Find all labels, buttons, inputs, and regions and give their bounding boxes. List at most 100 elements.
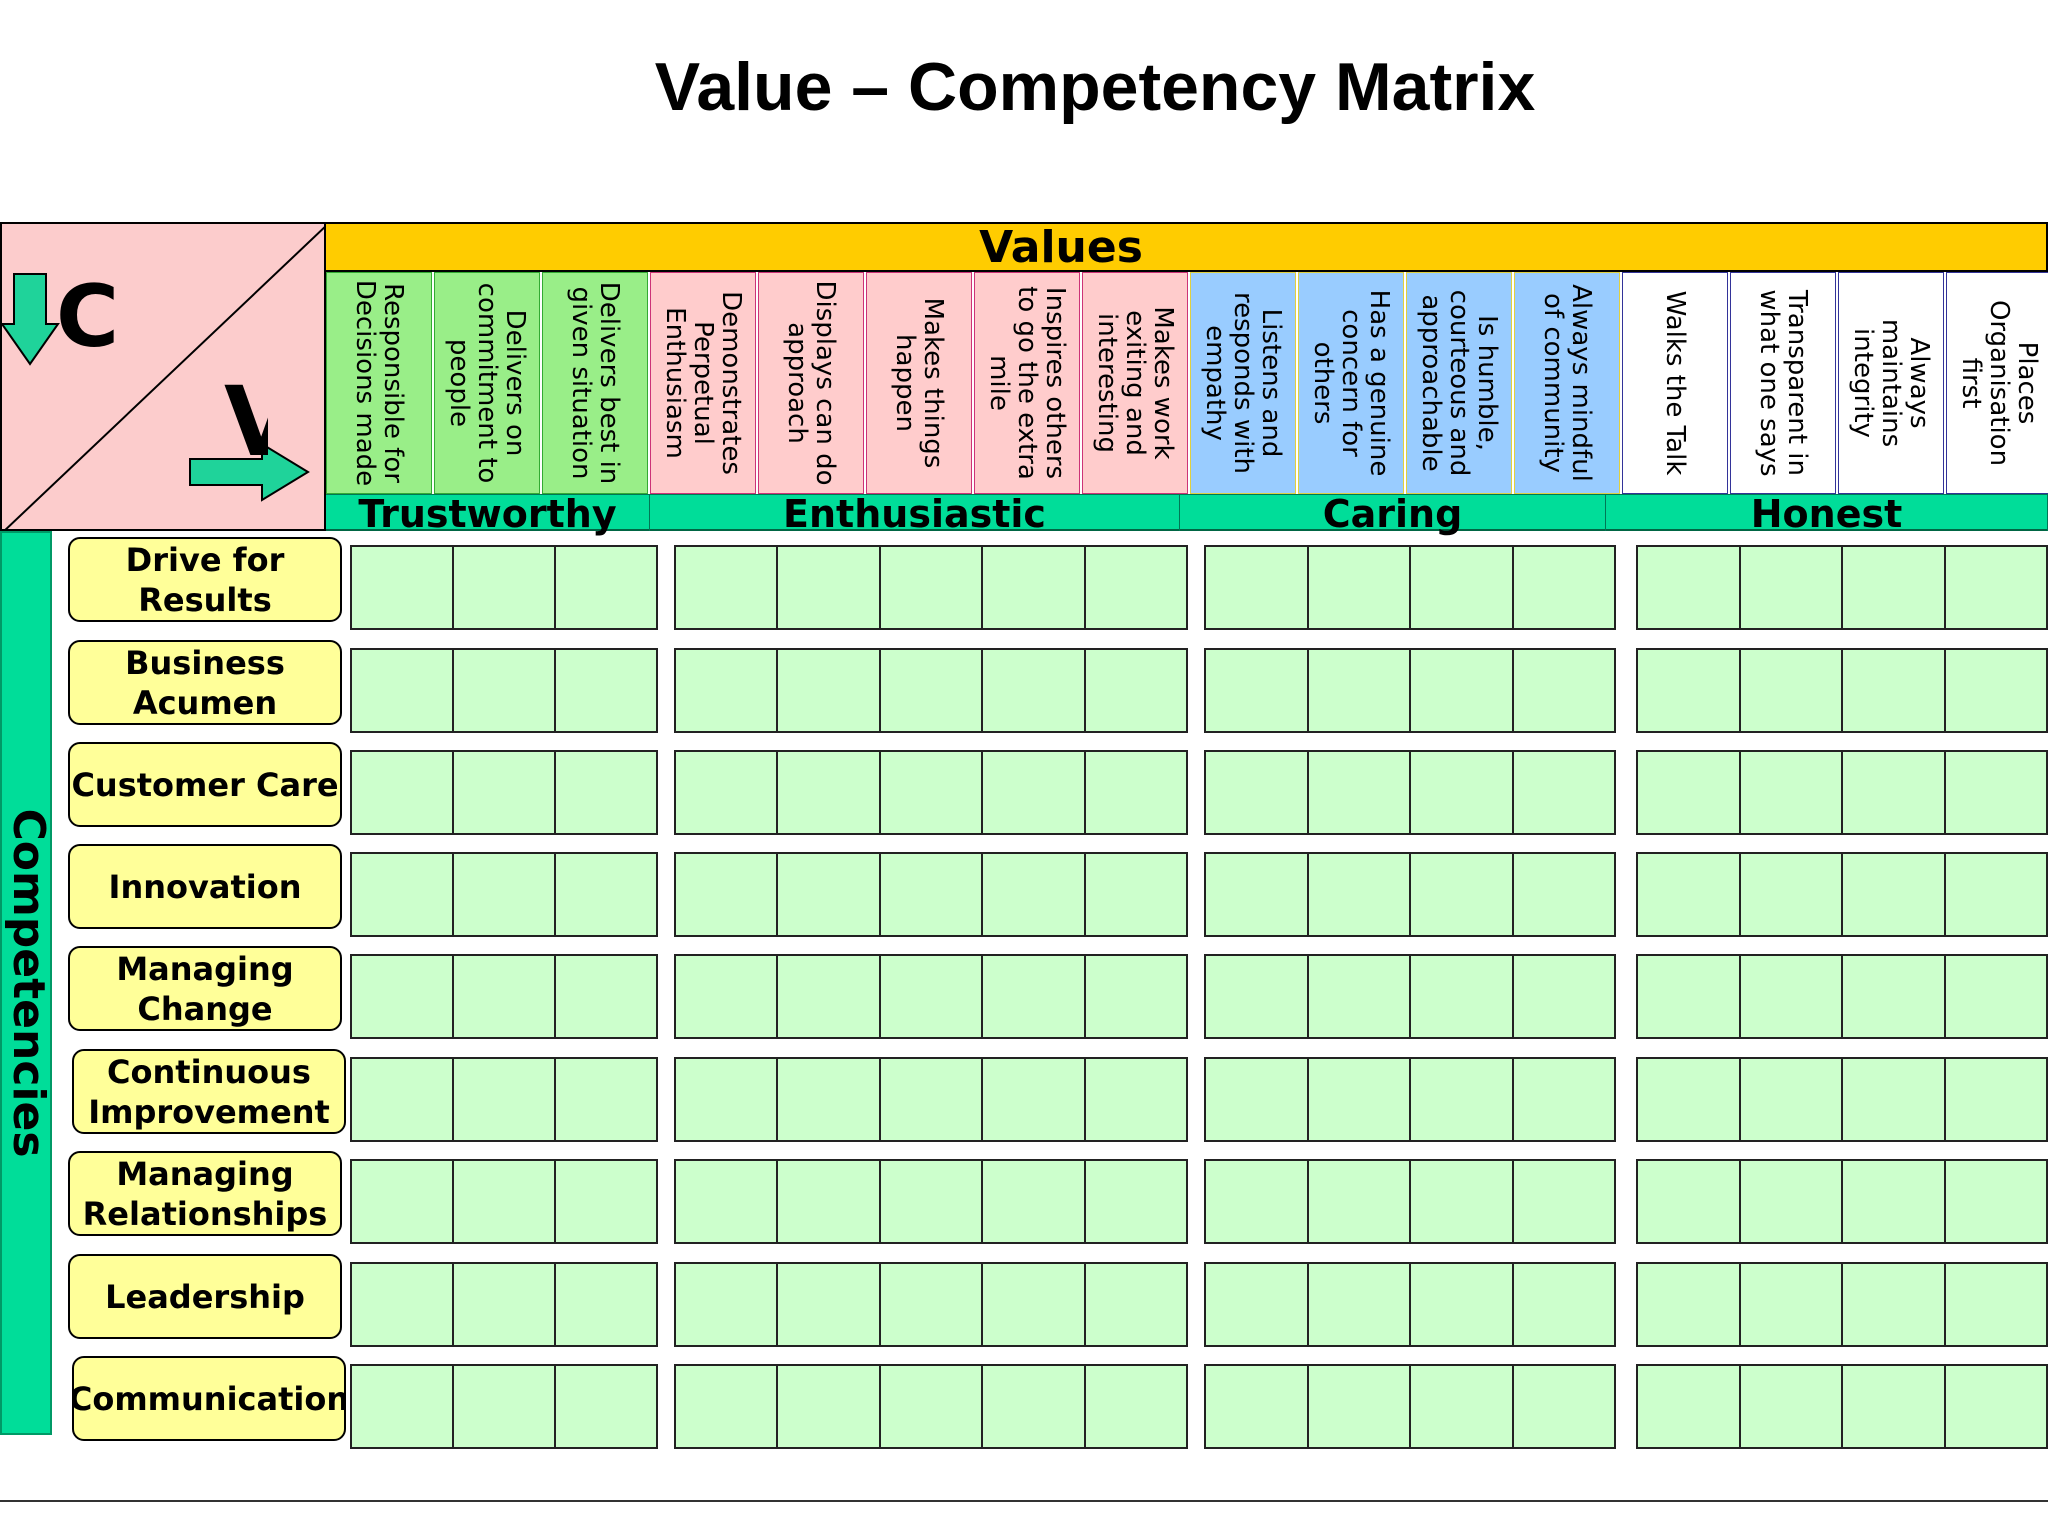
matrix-cell[interactable] [1083, 1366, 1186, 1447]
matrix-cell[interactable] [1206, 1366, 1307, 1447]
matrix-cell[interactable] [776, 1366, 878, 1447]
matrix-cell[interactable] [1511, 547, 1615, 628]
matrix-cell[interactable] [878, 547, 981, 628]
matrix-cell[interactable] [1206, 1161, 1307, 1242]
matrix-cell[interactable] [1738, 1059, 1842, 1140]
matrix-cell[interactable] [1841, 752, 1944, 833]
matrix-cell[interactable] [1738, 547, 1842, 628]
matrix-cell[interactable] [1738, 650, 1842, 731]
matrix-cell[interactable] [1511, 1059, 1615, 1140]
matrix-cell[interactable] [554, 1059, 656, 1140]
matrix-cell[interactable] [1738, 1161, 1842, 1242]
matrix-cell[interactable] [1083, 1161, 1186, 1242]
matrix-cell[interactable] [554, 854, 656, 935]
matrix-cell[interactable] [1511, 752, 1615, 833]
matrix-cell[interactable] [1841, 1161, 1944, 1242]
matrix-cell[interactable] [1511, 956, 1615, 1037]
matrix-cell[interactable] [1306, 854, 1410, 935]
matrix-cell[interactable] [981, 650, 1083, 731]
matrix-cell[interactable] [1841, 956, 1944, 1037]
matrix-cell[interactable] [1306, 1059, 1410, 1140]
matrix-cell[interactable] [352, 752, 452, 833]
matrix-cell[interactable] [554, 752, 656, 833]
matrix-cell[interactable] [878, 1264, 981, 1345]
matrix-cell[interactable] [676, 752, 776, 833]
matrix-cell[interactable] [1738, 956, 1842, 1037]
matrix-cell[interactable] [1306, 650, 1410, 731]
matrix-cell[interactable] [981, 956, 1083, 1037]
matrix-cell[interactable] [1206, 854, 1307, 935]
matrix-cell[interactable] [1083, 1059, 1186, 1140]
matrix-cell[interactable] [776, 1161, 878, 1242]
matrix-cell[interactable] [554, 1264, 656, 1345]
matrix-cell[interactable] [1083, 650, 1186, 731]
matrix-cell[interactable] [1638, 956, 1739, 1037]
matrix-cell[interactable] [1409, 1264, 1512, 1345]
matrix-cell[interactable] [1306, 752, 1410, 833]
matrix-cell[interactable] [1409, 752, 1512, 833]
matrix-cell[interactable] [981, 1264, 1083, 1345]
matrix-cell[interactable] [1511, 1264, 1615, 1345]
matrix-cell[interactable] [352, 854, 452, 935]
matrix-cell[interactable] [1841, 547, 1944, 628]
matrix-cell[interactable] [1841, 1059, 1944, 1140]
matrix-cell[interactable] [1306, 956, 1410, 1037]
matrix-cell[interactable] [1083, 956, 1186, 1037]
matrix-cell[interactable] [1306, 1264, 1410, 1345]
matrix-cell[interactable] [1206, 547, 1307, 628]
matrix-cell[interactable] [1409, 1059, 1512, 1140]
matrix-cell[interactable] [776, 650, 878, 731]
matrix-cell[interactable] [1943, 1161, 2047, 1242]
matrix-cell[interactable] [352, 1059, 452, 1140]
matrix-cell[interactable] [676, 650, 776, 731]
matrix-cell[interactable] [776, 752, 878, 833]
matrix-cell[interactable] [1511, 650, 1615, 731]
matrix-cell[interactable] [452, 547, 554, 628]
matrix-cell[interactable] [1306, 1161, 1410, 1242]
matrix-cell[interactable] [1409, 650, 1512, 731]
matrix-cell[interactable] [1409, 547, 1512, 628]
matrix-cell[interactable] [452, 752, 554, 833]
matrix-cell[interactable] [1206, 752, 1307, 833]
matrix-cell[interactable] [676, 547, 776, 628]
matrix-cell[interactable] [1638, 650, 1739, 731]
matrix-cell[interactable] [352, 650, 452, 731]
matrix-cell[interactable] [554, 547, 656, 628]
matrix-cell[interactable] [981, 547, 1083, 628]
matrix-cell[interactable] [1206, 650, 1307, 731]
matrix-cell[interactable] [1638, 547, 1739, 628]
matrix-cell[interactable] [676, 1059, 776, 1140]
matrix-cell[interactable] [776, 854, 878, 935]
matrix-cell[interactable] [1083, 547, 1186, 628]
matrix-cell[interactable] [554, 1161, 656, 1242]
matrix-cell[interactable] [1409, 1161, 1512, 1242]
matrix-cell[interactable] [1638, 1161, 1739, 1242]
matrix-cell[interactable] [1943, 1059, 2047, 1140]
matrix-cell[interactable] [554, 650, 656, 731]
matrix-cell[interactable] [1409, 1366, 1512, 1447]
matrix-cell[interactable] [352, 1264, 452, 1345]
matrix-cell[interactable] [452, 1161, 554, 1242]
matrix-cell[interactable] [1738, 1264, 1842, 1345]
matrix-cell[interactable] [554, 956, 656, 1037]
matrix-cell[interactable] [1638, 1366, 1739, 1447]
matrix-cell[interactable] [878, 1161, 981, 1242]
matrix-cell[interactable] [1943, 1366, 2047, 1447]
matrix-cell[interactable] [452, 650, 554, 731]
matrix-cell[interactable] [1206, 1059, 1307, 1140]
matrix-cell[interactable] [1738, 752, 1842, 833]
matrix-cell[interactable] [1206, 956, 1307, 1037]
matrix-cell[interactable] [878, 854, 981, 935]
matrix-cell[interactable] [1083, 854, 1186, 935]
matrix-cell[interactable] [1638, 752, 1739, 833]
matrix-cell[interactable] [878, 752, 981, 833]
matrix-cell[interactable] [878, 1059, 981, 1140]
matrix-cell[interactable] [1943, 752, 2047, 833]
matrix-cell[interactable] [1306, 1366, 1410, 1447]
matrix-cell[interactable] [878, 1366, 981, 1447]
matrix-cell[interactable] [1638, 1264, 1739, 1345]
matrix-cell[interactable] [981, 752, 1083, 833]
matrix-cell[interactable] [1943, 1264, 2047, 1345]
matrix-cell[interactable] [1841, 854, 1944, 935]
matrix-cell[interactable] [1409, 854, 1512, 935]
